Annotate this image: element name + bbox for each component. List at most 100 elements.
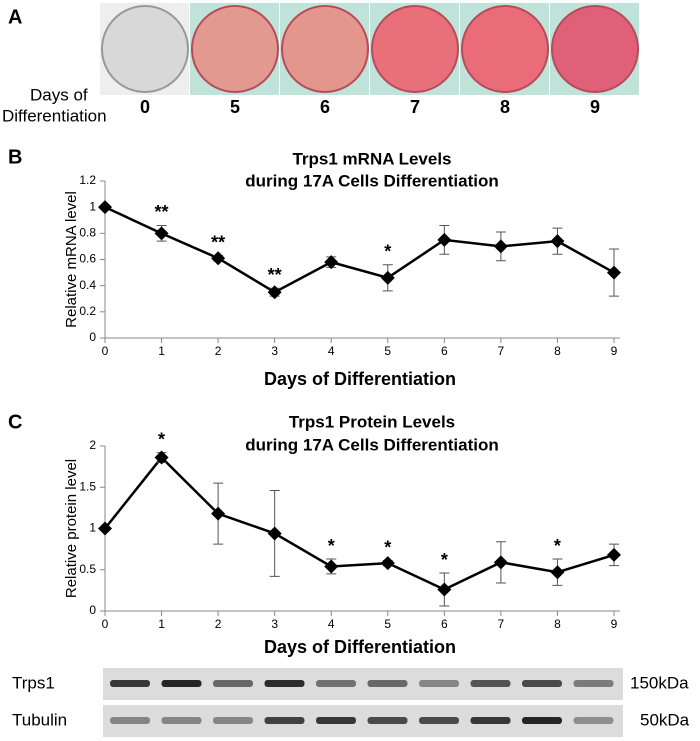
significance: * <box>554 536 561 556</box>
marker <box>154 226 169 241</box>
blot-label: Trps1 <box>12 673 55 692</box>
well <box>551 5 639 93</box>
well <box>101 5 189 93</box>
day-label: 0 <box>140 97 150 117</box>
x-tick-label: 4 <box>328 617 335 631</box>
blot-band <box>264 717 305 724</box>
marker <box>493 555 508 570</box>
blot-band <box>161 717 202 724</box>
marker <box>154 450 169 465</box>
caption-line: Days of <box>30 85 88 104</box>
y-tick-label: 2 <box>89 438 96 452</box>
blot-band <box>213 680 253 687</box>
x-tick-label: 9 <box>611 617 618 631</box>
blot-band <box>573 680 614 687</box>
y-tick-label: 0.4 <box>79 278 96 292</box>
day-label: 8 <box>500 97 510 117</box>
blot-band <box>264 680 305 687</box>
marker <box>98 521 112 536</box>
well <box>191 5 279 93</box>
blot-band <box>316 680 356 687</box>
y-tick-label: 0 <box>89 603 96 617</box>
blot-band <box>419 680 459 687</box>
well <box>281 5 369 93</box>
y-tick-label: 0 <box>89 330 96 344</box>
chart-title: Trps1 Protein Levels <box>289 412 455 431</box>
marker <box>267 285 282 300</box>
y-tick-label: 1 <box>89 199 96 213</box>
x-tick-label: 2 <box>215 344 222 358</box>
x-tick-label: 8 <box>554 617 561 631</box>
blot-size: 150kDa <box>630 673 689 692</box>
marker <box>550 234 565 249</box>
caption-line: Differentiation <box>2 106 107 125</box>
panel-letter: B <box>8 146 22 168</box>
x-tick-label: 8 <box>554 344 561 358</box>
x-tick-label: 1 <box>158 344 165 358</box>
blot-band <box>161 680 202 687</box>
blot-band <box>213 717 253 724</box>
x-axis-label: Days of Differentiation <box>264 637 456 657</box>
x-tick-label: 5 <box>384 344 391 358</box>
blot-band <box>522 717 562 724</box>
data-line <box>104 455 615 591</box>
blot-band <box>419 717 459 724</box>
well <box>371 5 459 93</box>
marker <box>380 270 395 285</box>
x-tick-label: 2 <box>215 617 222 631</box>
y-tick-label: 0.2 <box>79 304 96 318</box>
blot-band <box>522 680 562 687</box>
significance: ** <box>268 265 282 285</box>
x-tick-label: 0 <box>102 344 109 358</box>
marker <box>211 251 226 266</box>
x-tick-label: 0 <box>102 617 109 631</box>
marker <box>324 559 339 574</box>
y-tick-label: 1 <box>89 521 96 535</box>
x-tick-label: 1 <box>158 617 165 631</box>
y-tick-label: 1.5 <box>79 479 96 493</box>
chart-title: Trps1 mRNA Levels <box>292 149 451 168</box>
marker <box>324 255 339 270</box>
marker <box>493 239 508 254</box>
chart-title: during 17A Cells Differentiation <box>245 435 498 454</box>
day-label: 7 <box>410 97 420 117</box>
marker <box>550 565 565 580</box>
significance: ** <box>155 202 169 222</box>
blot-band <box>367 717 408 724</box>
blot-band <box>110 680 150 687</box>
x-tick-label: 9 <box>611 344 618 358</box>
significance: ** <box>211 232 225 252</box>
x-tick-label: 6 <box>441 344 448 358</box>
y-axis-label: Relative protein level <box>63 459 80 598</box>
y-tick-label: 1.2 <box>79 173 96 187</box>
y-axis-label: Relative mRNA level <box>63 191 80 328</box>
panel-letter: A <box>8 6 22 28</box>
significance: * <box>158 429 165 449</box>
data-line <box>104 206 615 294</box>
day-label: 9 <box>590 97 600 117</box>
x-tick-label: 4 <box>328 344 335 358</box>
significance: * <box>441 550 448 570</box>
well <box>461 5 549 93</box>
marker <box>98 200 112 215</box>
chart-title: during 17A Cells Differentiation <box>245 171 498 190</box>
marker <box>607 265 621 280</box>
marker <box>380 556 395 571</box>
blot-band <box>470 680 511 687</box>
y-tick-label: 0.5 <box>79 562 96 576</box>
day-label: 6 <box>320 97 330 117</box>
significance: * <box>384 241 391 261</box>
x-tick-label: 5 <box>384 617 391 631</box>
marker <box>211 506 226 521</box>
blot-band <box>316 717 356 724</box>
x-tick-label: 3 <box>271 344 278 358</box>
blot-band <box>573 717 614 724</box>
significance: * <box>328 536 335 556</box>
blot-band <box>470 717 511 724</box>
day-label: 5 <box>230 97 240 117</box>
x-tick-label: 6 <box>441 617 448 631</box>
blot-band <box>110 717 150 724</box>
blot-size: 50kDa <box>640 710 690 729</box>
